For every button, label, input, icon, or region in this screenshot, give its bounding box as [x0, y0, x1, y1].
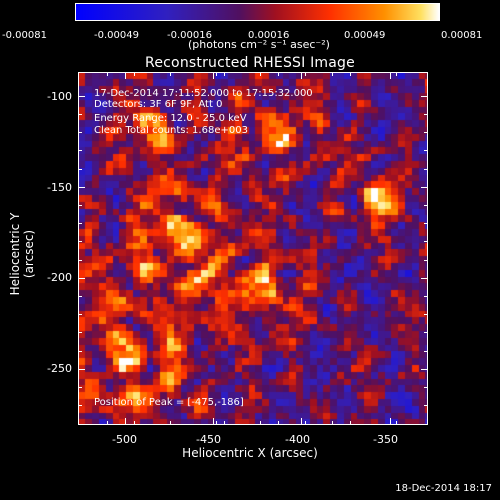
axis-tick-mark [424, 150, 428, 151]
axis-tick-mark [213, 418, 214, 425]
plot-title: Reconstructed RHESSI Image [145, 55, 355, 71]
y-axis-label: Heliocentric Y (arcsec) [8, 212, 36, 296]
clean-counts-label: Clean Total counts: 1.68e+003 [94, 125, 248, 136]
axis-tick-mark [107, 72, 108, 76]
axis-tick-mark [424, 132, 428, 133]
axis-tick-mark [396, 72, 397, 76]
axis-tick-mark [390, 72, 391, 79]
axis-tick-mark [424, 405, 428, 406]
peak-position-label: Position of Peak = [-475,-186] [94, 397, 244, 408]
axis-tick-mark [78, 169, 82, 170]
x-tick-label: -350 [373, 433, 398, 446]
x-tick-label: -400 [285, 433, 310, 446]
axis-tick-mark [78, 332, 82, 333]
axis-tick-mark [170, 72, 171, 76]
axis-tick-mark [78, 387, 82, 388]
axis-tick-mark [421, 369, 428, 370]
axis-tick-mark [125, 418, 126, 425]
axis-tick-mark [424, 296, 428, 297]
axis-tick-mark [424, 314, 428, 315]
axis-tick-mark [424, 241, 428, 242]
axis-tick-mark [424, 332, 428, 333]
axis-tick-mark [170, 421, 171, 425]
axis-tick-mark [78, 187, 85, 188]
axis-tick-mark [78, 314, 82, 315]
rhessi-image-panel [78, 72, 428, 425]
axis-tick-mark [350, 421, 351, 425]
axis-tick-mark [424, 351, 428, 352]
colorbar-tick-label: -0.00081 [2, 30, 47, 41]
y-tick-label: -250 [47, 362, 72, 375]
axis-tick-mark [78, 351, 82, 352]
axis-tick-mark [78, 150, 82, 151]
axis-tick-mark [78, 205, 82, 206]
axis-tick-mark [350, 72, 351, 76]
axis-tick-mark [107, 421, 108, 425]
reconstructed-image [79, 73, 427, 424]
x-tick-label: -450 [196, 433, 221, 446]
axis-tick-mark [421, 96, 428, 97]
x-axis-label: Heliocentric X (arcsec) [182, 446, 318, 460]
axis-tick-mark [424, 169, 428, 170]
axis-tick-mark [332, 72, 333, 76]
colorbar-tick-label: 0.00081 [441, 30, 483, 41]
axis-tick-mark [260, 72, 261, 76]
axis-tick-mark [78, 132, 82, 133]
axis-tick-mark [216, 421, 217, 425]
axis-tick-mark [213, 72, 214, 79]
color-scale-bar [75, 3, 440, 21]
axis-tick-mark [134, 421, 135, 425]
axis-tick-mark [424, 387, 428, 388]
colorbar-tick-label: -0.00016 [167, 30, 212, 41]
axis-tick-mark [78, 241, 82, 242]
generation-timestamp: 18-Dec-2014 18:17 [395, 483, 492, 494]
axis-tick-mark [78, 114, 82, 115]
colorbar-tick-label: -0.00049 [94, 30, 139, 41]
axis-tick-mark [421, 187, 428, 188]
axis-tick-mark [301, 418, 302, 425]
axis-tick-mark [278, 72, 279, 76]
axis-tick-mark [301, 72, 302, 79]
axis-tick-mark [125, 72, 126, 79]
axis-tick-mark [396, 421, 397, 425]
axis-tick-mark [78, 223, 82, 224]
axis-tick-mark [78, 369, 85, 370]
axis-tick-mark [390, 418, 391, 425]
time-range-label: 17-Dec-2014 17:11:52.000 to 17:15:32.000 [94, 88, 313, 99]
axis-tick-mark [78, 96, 85, 97]
axis-tick-mark [224, 72, 225, 76]
axis-tick-mark [134, 72, 135, 76]
axis-tick-mark [424, 114, 428, 115]
axis-tick-mark [421, 278, 428, 279]
y-tick-label: -100 [47, 90, 72, 103]
axis-tick-mark [224, 421, 225, 425]
y-tick-label: -200 [47, 271, 72, 284]
colorbar-tick-label: 0.00049 [344, 30, 386, 41]
axis-tick-mark [424, 260, 428, 261]
colorbar-unit-label: (photons cm⁻² s⁻¹ asec⁻²) [188, 38, 330, 51]
y-tick-label: -150 [47, 181, 72, 194]
axis-tick-mark [78, 405, 82, 406]
axis-tick-mark [78, 296, 82, 297]
axis-tick-mark [424, 223, 428, 224]
axis-tick-mark [78, 278, 85, 279]
axis-tick-mark [305, 72, 306, 76]
axis-tick-mark [305, 421, 306, 425]
axis-tick-mark [260, 421, 261, 425]
axis-tick-mark [78, 260, 82, 261]
colorbar-tick-label: 0.00016 [248, 30, 290, 41]
axis-tick-mark [332, 421, 333, 425]
energy-range-label: Energy Range: 12.0 - 25.0 keV [94, 113, 247, 124]
x-tick-label: -500 [112, 433, 137, 446]
axis-tick-mark [424, 205, 428, 206]
axis-tick-mark [278, 421, 279, 425]
axis-tick-mark [216, 72, 217, 76]
detectors-label: Detectors: 3F 6F 9F, Att 0 [94, 99, 223, 110]
